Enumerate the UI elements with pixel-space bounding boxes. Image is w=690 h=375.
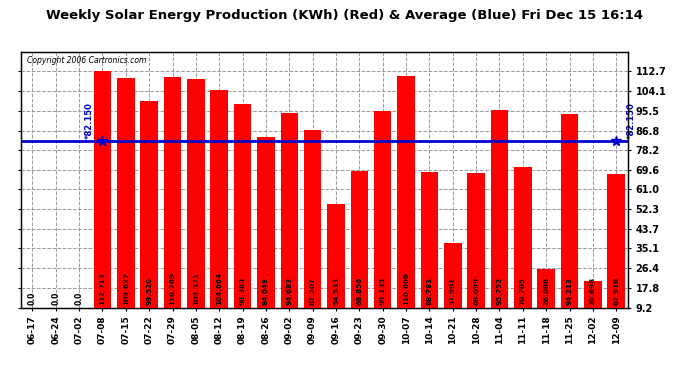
Text: 0.0: 0.0 (28, 291, 37, 304)
Bar (140, 102, 158, 328)
Bar (374, 111, 391, 328)
Text: 110.269: 110.269 (170, 272, 175, 304)
Text: 104.664: 104.664 (216, 272, 222, 304)
Bar (210, 90, 228, 328)
Bar (164, 77, 181, 328)
Text: Copyright 2006 Cartronics.com: Copyright 2006 Cartronics.com (27, 56, 146, 65)
Text: *82.150: *82.150 (85, 102, 94, 139)
Bar (421, 172, 438, 328)
Text: 0.0: 0.0 (75, 291, 83, 304)
Text: 84.049: 84.049 (263, 276, 269, 304)
Text: Weekly Solar Energy Production (KWh) (Red) & Average (Blue) Fri Dec 15 16:14: Weekly Solar Energy Production (KWh) (Re… (46, 9, 644, 22)
Text: *82.150: *82.150 (627, 102, 636, 139)
Text: 20.698: 20.698 (590, 276, 596, 304)
Bar (117, 78, 135, 328)
Text: 68.099: 68.099 (473, 276, 479, 304)
Text: 68.781: 68.781 (426, 276, 433, 304)
Bar (467, 173, 485, 328)
Bar (351, 171, 368, 328)
Bar (234, 104, 251, 328)
Bar (281, 112, 298, 328)
Bar (584, 281, 602, 328)
Text: 109.371: 109.371 (193, 272, 199, 304)
Text: 87.207: 87.207 (310, 277, 315, 304)
Bar (607, 174, 625, 328)
Bar (514, 167, 531, 328)
Text: 109.627: 109.627 (123, 272, 129, 304)
Text: 110.606: 110.606 (403, 272, 409, 304)
Text: 94.682: 94.682 (286, 276, 293, 304)
Text: 54.533: 54.533 (333, 276, 339, 304)
Text: 68.856: 68.856 (356, 276, 362, 304)
Bar (444, 243, 462, 328)
Text: 70.705: 70.705 (520, 277, 526, 304)
Text: 37.591: 37.591 (450, 276, 456, 304)
Bar (327, 204, 345, 328)
Text: 95.135: 95.135 (380, 276, 386, 304)
Bar (491, 110, 509, 328)
Text: 26.086: 26.086 (543, 276, 549, 304)
Bar (561, 114, 578, 328)
Bar (397, 76, 415, 328)
Text: 0.0: 0.0 (51, 291, 60, 304)
Text: 98.383: 98.383 (239, 276, 246, 304)
Text: 99.520: 99.520 (146, 276, 152, 304)
Bar (257, 137, 275, 328)
Text: 112.713: 112.713 (99, 272, 106, 304)
Text: 67.916: 67.916 (613, 276, 619, 304)
Bar (94, 71, 111, 328)
Text: 95.752: 95.752 (496, 276, 502, 304)
Text: 94.213: 94.213 (566, 277, 573, 304)
Bar (187, 79, 205, 328)
Bar (538, 269, 555, 328)
Bar (304, 130, 322, 328)
